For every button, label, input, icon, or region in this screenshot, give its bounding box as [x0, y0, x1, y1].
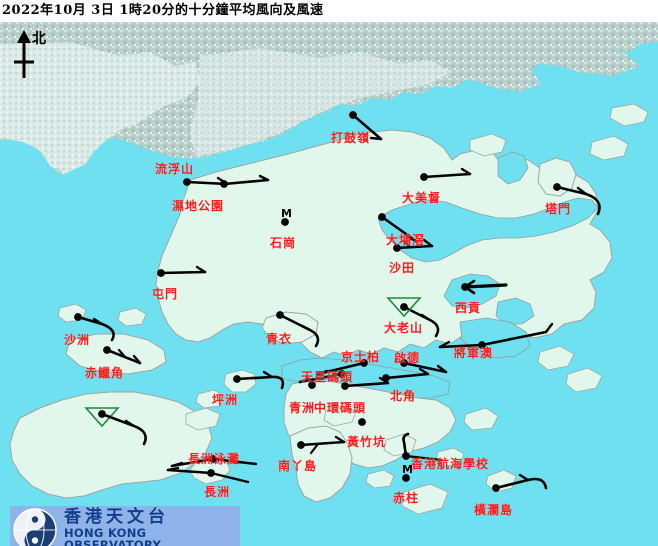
tap-mun-island: [537, 157, 577, 197]
ne-island: [589, 135, 629, 161]
station-label: 塔門: [545, 202, 572, 216]
wind-barb-central-pier: [341, 376, 390, 390]
small-island: [565, 367, 603, 393]
sai-kung-water-2: [495, 297, 535, 325]
station-label: 黃竹坑: [347, 435, 387, 449]
wind-barb-tuen-mun: [157, 265, 207, 277]
mainland-urban-area: [0, 42, 200, 174]
mainland-island: [474, 64, 540, 92]
wind-barb-kings-park: [316, 359, 368, 376]
ne-island: [469, 133, 507, 157]
wind-barb-tsing-yi: [276, 311, 320, 348]
station-label: 京士柏: [341, 350, 381, 364]
station-label: 大埔滘: [386, 233, 426, 247]
station-label: 石崗: [270, 236, 297, 250]
wind-barb-sha-chau: [74, 313, 115, 342]
wind-barb-tates-cairn: [400, 303, 440, 338]
wind-barb-star-ferry: [298, 370, 346, 384]
triangle-marker-tates-cairn: [386, 297, 422, 318]
station-label: 香港航海學校: [411, 457, 490, 471]
hko-logo-chinese: 香港天文台: [64, 507, 169, 527]
tap-mun-channel: [497, 151, 529, 185]
wind-barbs: [74, 111, 601, 492]
wind-barb-stanley: [402, 474, 410, 482]
station-label: 將軍澳: [454, 346, 494, 360]
station-label: 天星碼頭: [301, 370, 354, 384]
wind-barb-lamma-island: [297, 435, 346, 455]
station-label: 西貢: [455, 301, 482, 315]
wind-barb-cheung-chau-beach: [170, 455, 258, 468]
mainland-island: [554, 46, 640, 76]
deep-bay-water: [0, 140, 186, 276]
wind-barb-green-island: [308, 381, 316, 389]
station-label: 打鼓嶺: [331, 131, 371, 145]
station-label: 坪洲: [212, 393, 239, 407]
station-label: 赤鱲角: [85, 366, 125, 380]
station-label: 屯門: [152, 287, 179, 301]
wind-barb-cheung-chau: [166, 466, 250, 484]
station-label: 沙洲: [64, 333, 91, 347]
wind-barb-wong-chuk-hang: [358, 418, 366, 426]
station-label: 橫瀾島: [474, 503, 514, 517]
wind-barb-tai-po-kau: [378, 213, 418, 243]
station-label: 流浮山: [155, 162, 195, 176]
hko-logo-english: HONG KONG OBSERVATORY: [64, 526, 162, 546]
lamma-island-north: [323, 405, 357, 427]
wind-barb-sha-tin: [393, 238, 434, 252]
small-island: [401, 483, 449, 515]
wind-barb-ngong-ping: [98, 410, 147, 446]
wind-barb-peng-chau: [233, 370, 285, 390]
station-label: 青洲: [289, 401, 316, 415]
ne-island: [609, 103, 649, 127]
lantau-island: [9, 391, 213, 499]
wind-barb-chek-lap-kok: [103, 346, 142, 365]
wind-barb-hk-sea-school: [402, 432, 444, 462]
wind-barb-kai-tak: [400, 359, 448, 374]
small-island: [537, 345, 575, 371]
wind-barb-tai-mei-tuk: [420, 167, 472, 181]
tsing-yi-island: [261, 311, 319, 345]
manned-station-marker: M: [402, 463, 413, 476]
wind-barb-ta-kwu-ling: [349, 111, 383, 141]
station-label: 北角: [390, 389, 417, 403]
station-label: 濕地公園: [172, 199, 225, 213]
manned-station-marker: M: [281, 207, 292, 220]
page-title: 2022年10月 3日 1時20分的十分鐘平均風向及風速: [0, 0, 658, 22]
hong-kong-wind-map: 北 打鼓嶺 流浮山 濕地公園 大美督 塔門 石崗 M 大埔滘 沙田 屯門 西貢 沙洲 青衣 大老山 赤鱲角將…: [0, 22, 658, 546]
station-label: 青衣: [266, 332, 293, 346]
mainland-urban-area-2: [190, 48, 452, 156]
wind-barb-wetland-park: [220, 174, 270, 188]
station-label: 啟德: [394, 351, 421, 365]
map-graphics: [0, 22, 658, 546]
small-island: [365, 469, 395, 489]
small-island: [463, 407, 499, 431]
wind-barb-shek-kong: [281, 218, 289, 226]
station-label: 長洲泳灘: [188, 452, 241, 466]
hko-logo: 香港天文台 HONG KONG OBSERVATORY: [10, 506, 240, 546]
hko-logo-icon: [12, 507, 58, 546]
station-label: 長洲: [204, 485, 231, 499]
wind-barb-sai-kung: [461, 279, 508, 295]
station-label: 南丫島: [278, 459, 318, 473]
wind-barb-waglan-island: [492, 473, 548, 492]
wind-barb-tseung-kwan-o: [438, 322, 554, 349]
small-island: [195, 389, 225, 409]
station-label: 中環碼頭: [314, 401, 367, 415]
station-label: 大老山: [384, 321, 424, 335]
small-island: [383, 433, 417, 457]
station-label: 大美督: [402, 191, 442, 205]
wind-barb-tap-mun: [553, 183, 601, 216]
station-label: 沙田: [389, 261, 416, 275]
small-island: [117, 307, 147, 327]
station-label: 赤柱: [393, 491, 420, 505]
